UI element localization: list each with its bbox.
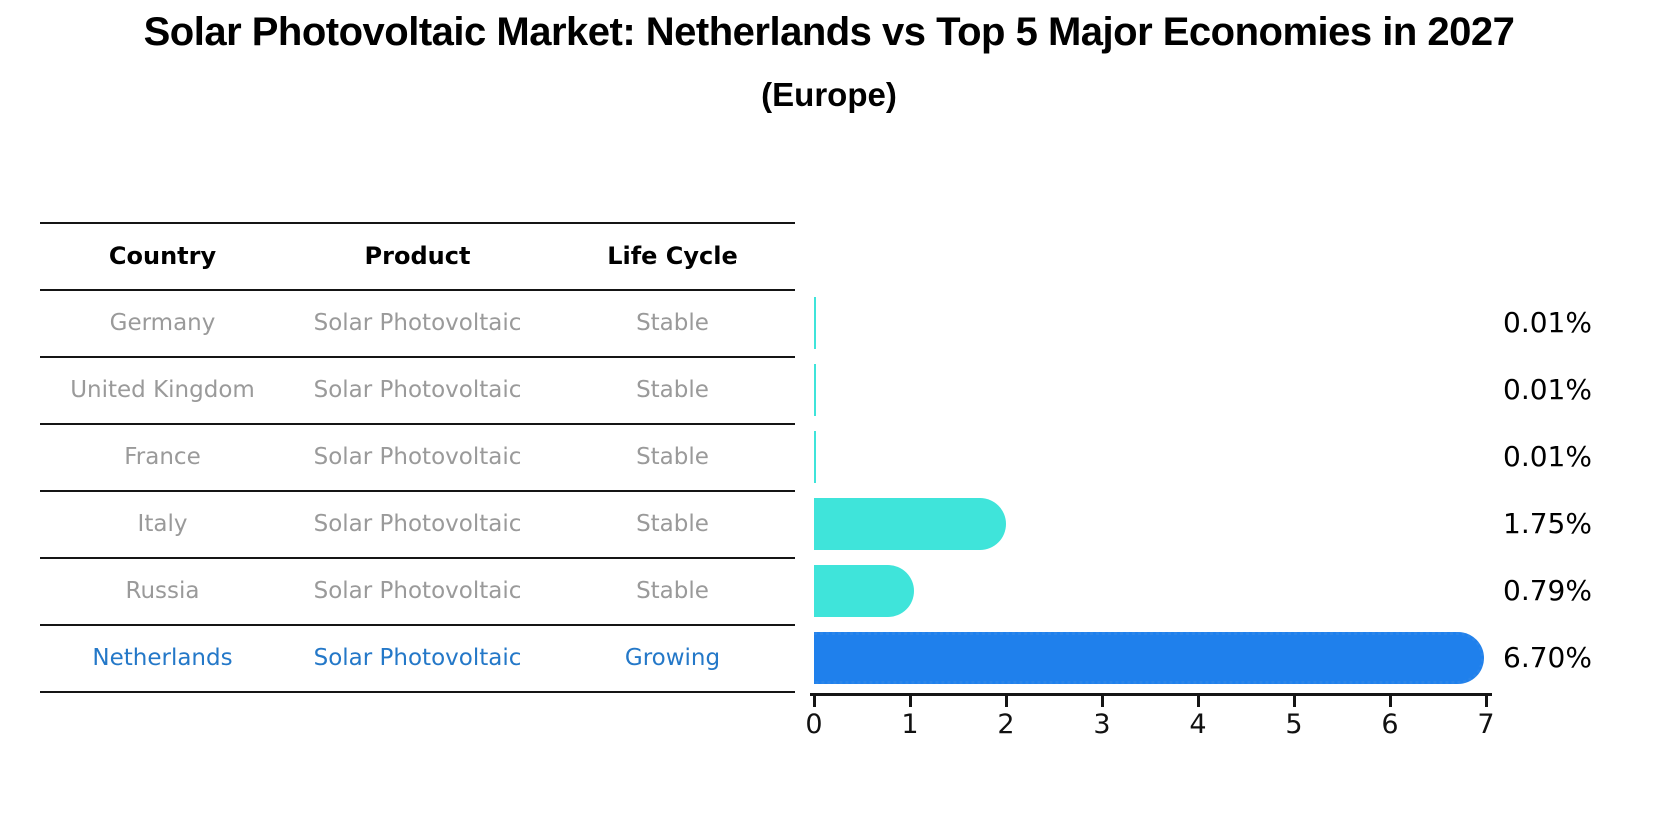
table-cell-life-cycle: Stable — [636, 309, 709, 336]
table-header-country: Country — [108, 241, 217, 270]
table-divider-line — [40, 423, 795, 425]
table-cell-product: Solar Photovoltaic — [313, 443, 522, 470]
bar-germany — [814, 296, 816, 349]
table-divider-line — [40, 222, 795, 224]
chart-title: Solar Photovoltaic Market: Netherlands v… — [143, 10, 1515, 54]
table-cell-country: Russia — [125, 577, 200, 604]
table-divider-line — [40, 490, 795, 492]
table-cell-product: Solar Photovoltaic — [313, 376, 522, 403]
value-label: 1.75% — [1503, 507, 1592, 540]
table-cell-country: France — [124, 443, 201, 470]
x-axis-line — [810, 693, 1492, 696]
table-cell-product: Solar Photovoltaic — [313, 510, 522, 537]
x-axis-tick — [909, 693, 912, 707]
table-header-life-cycle: Life Cycle — [607, 241, 738, 270]
table-row: United Kingdom Solar Photovoltaic Stable — [40, 356, 795, 423]
x-axis-tick — [813, 693, 816, 707]
x-axis-tick — [1389, 693, 1392, 707]
value-label: 0.01% — [1503, 440, 1592, 473]
x-axis-tick — [1485, 693, 1488, 707]
table-divider-line — [40, 289, 795, 291]
x-axis-tick-label: 5 — [1285, 709, 1303, 740]
x-axis-tick — [1005, 693, 1008, 707]
table-cell-product: Solar Photovoltaic — [313, 644, 522, 671]
chart-subtitle: (Europe) — [761, 76, 897, 113]
table-cell-country: United Kingdom — [70, 376, 255, 403]
table-row: Russia Solar Photovoltaic Stable — [40, 557, 795, 624]
x-axis-tick-label: 2 — [997, 709, 1015, 740]
table-header-product: Product — [364, 241, 471, 270]
table-row: Italy Solar Photovoltaic Stable — [40, 490, 795, 557]
x-axis-tick — [1293, 693, 1296, 707]
table-divider-line — [40, 691, 795, 693]
value-label: 0.01% — [1503, 306, 1592, 339]
x-axis-tick — [1101, 693, 1104, 707]
value-label: 0.01% — [1503, 373, 1592, 406]
table-cell-product: Solar Photovoltaic — [313, 577, 522, 604]
table-cell-country: Italy — [137, 510, 188, 537]
x-axis-tick-label: 0 — [805, 709, 823, 740]
table-divider-line — [40, 356, 795, 358]
table-divider-line — [40, 557, 795, 559]
table-header-row: Country Product Life Cycle — [40, 222, 795, 289]
table-row: Netherlands Solar Photovoltaic Growing — [40, 624, 795, 691]
table-cell-country: Germany — [109, 309, 216, 336]
table-cell-life-cycle: Stable — [636, 577, 709, 604]
table-cell-life-cycle: Stable — [636, 510, 709, 537]
bar-italy — [814, 497, 1006, 550]
table-cell-life-cycle: Stable — [636, 376, 709, 403]
table-cell-country: Netherlands — [92, 644, 233, 671]
x-axis-tick-label: 3 — [1093, 709, 1111, 740]
x-axis-tick-label: 4 — [1189, 709, 1207, 740]
bar-russia — [814, 564, 914, 617]
x-axis-tick-label: 6 — [1381, 709, 1399, 740]
x-axis-tick — [1197, 693, 1200, 707]
value-label: 6.70% — [1503, 641, 1592, 674]
value-label: 0.79% — [1503, 574, 1592, 607]
x-axis-tick-label: 7 — [1477, 709, 1495, 740]
table-cell-product: Solar Photovoltaic — [313, 309, 522, 336]
table-row: Germany Solar Photovoltaic Stable — [40, 289, 795, 356]
bar-united-kingdom — [814, 363, 816, 416]
table-cell-life-cycle: Growing — [624, 644, 721, 671]
x-axis-tick-label: 1 — [901, 709, 919, 740]
table-cell-life-cycle: Stable — [636, 443, 709, 470]
table-row: France Solar Photovoltaic Stable — [40, 423, 795, 490]
bar-netherlands — [814, 631, 1485, 684]
bar-france — [814, 430, 816, 483]
table-divider-line — [40, 624, 795, 626]
